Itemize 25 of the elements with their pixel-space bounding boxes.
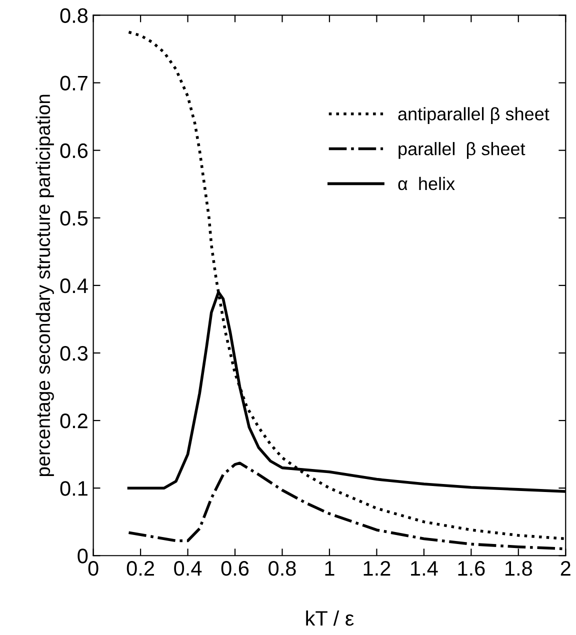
y-axis-title: percentage secondary structure participation	[36, 94, 54, 476]
y-tick-label: 0	[78, 548, 88, 564]
x-tick-label: 1.2	[364, 561, 390, 576]
y-tick-label: 0.5	[60, 210, 88, 226]
x-tick-label: 0.2	[126, 561, 154, 576]
y-tick-label: 0.8	[60, 8, 88, 23]
x-tick-label: 0.6	[221, 561, 249, 576]
x-tick-label: 1.8	[506, 561, 532, 576]
y-tick-label: 0.3	[60, 346, 88, 361]
legend-label: antiparallel β sheet	[398, 107, 550, 124]
x-tick-label: 1.4	[411, 561, 438, 576]
y-tick-label: 0.4	[60, 278, 88, 294]
legend-label: parallel β sheet	[398, 142, 526, 159]
x-tick-label: 0.4	[174, 561, 202, 576]
x-tick-label: 1.6	[458, 561, 485, 576]
x-tick-label: 0	[88, 561, 98, 576]
y-tick-label: 0.7	[60, 76, 88, 91]
y-tick-label: 0.2	[60, 414, 88, 428]
x-tick-label: 0.8	[268, 561, 296, 576]
x-axis-title: kT / ε	[306, 610, 354, 626]
x-tick-label: 2	[560, 561, 570, 576]
y-tick-label: 0.6	[60, 143, 88, 158]
legend-label: α helix	[398, 176, 455, 190]
y-tick-label: 0.1	[60, 481, 88, 496]
x-tick-label: 1	[325, 561, 334, 576]
